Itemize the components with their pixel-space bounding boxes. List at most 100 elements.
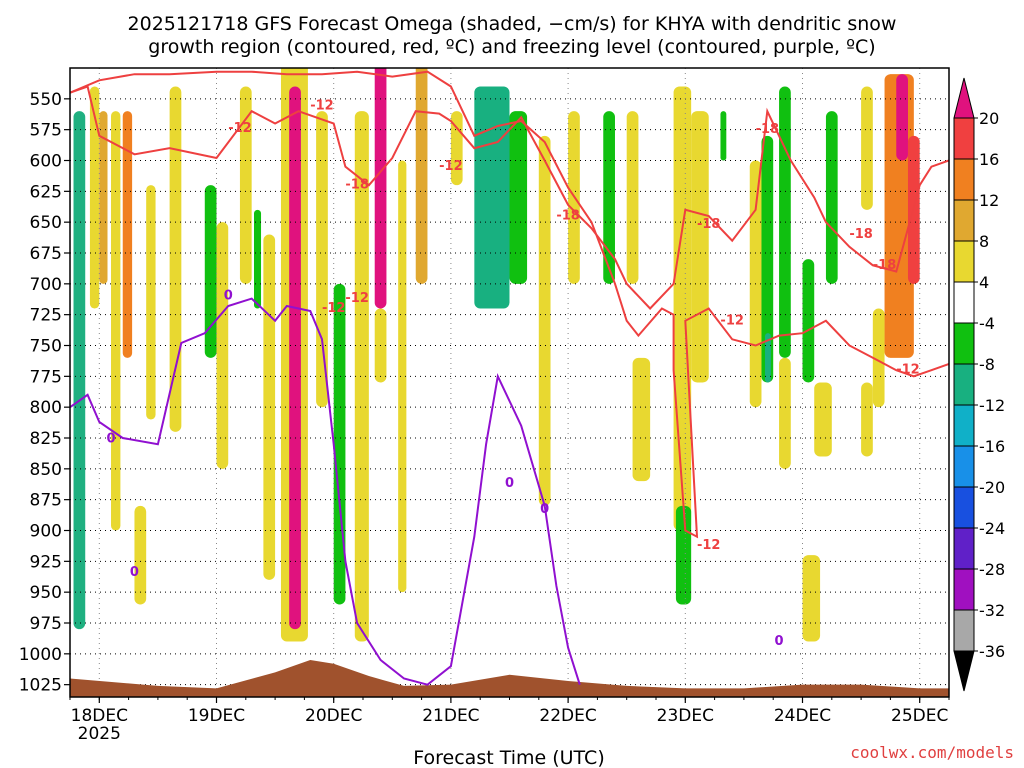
x-tick-label: 25DEC bbox=[891, 706, 948, 726]
colorbar-segment bbox=[953, 322, 975, 365]
omega-cell bbox=[474, 86, 510, 309]
y-tick-label: 1000 bbox=[19, 645, 62, 665]
omega-cell bbox=[374, 68, 387, 309]
colorbar-segment bbox=[953, 281, 975, 324]
omega-cell bbox=[802, 555, 821, 642]
omega-cell bbox=[825, 111, 838, 284]
y-tick-label: 825 bbox=[30, 429, 62, 449]
colorbar-segment bbox=[953, 158, 975, 201]
terrain-fill bbox=[70, 660, 949, 697]
omega-cell bbox=[691, 111, 709, 383]
contour-label-red: -18 bbox=[756, 122, 780, 137]
x-tick-label: 23DEC bbox=[657, 706, 714, 726]
omega-cell bbox=[450, 111, 463, 186]
contour-label-purple: 0 bbox=[106, 432, 115, 447]
omega-cell bbox=[398, 160, 407, 593]
contour-minus12 bbox=[70, 70, 949, 539]
colorbar-label: -8 bbox=[979, 355, 995, 374]
colorbar-label: 16 bbox=[979, 150, 999, 169]
y-tick-label: 800 bbox=[30, 398, 62, 418]
x-tick-label: 22DEC bbox=[539, 706, 596, 726]
omega-cell bbox=[802, 259, 815, 383]
omega-cell bbox=[316, 111, 328, 408]
contour-label-purple: 0 bbox=[505, 476, 514, 491]
x-tick-label: 18DEC bbox=[71, 706, 128, 726]
y-tick-label: 700 bbox=[30, 275, 62, 295]
omega-cell bbox=[603, 111, 615, 284]
x-tick-label: 19DEC bbox=[188, 706, 245, 726]
y-tick-label: 575 bbox=[30, 121, 62, 141]
omega-cell bbox=[333, 283, 346, 605]
omega-cell bbox=[626, 111, 639, 284]
colorbar-segment bbox=[953, 199, 975, 242]
omega-cell bbox=[354, 111, 369, 642]
y-tick-label: 875 bbox=[30, 491, 62, 511]
colorbar-top-cap bbox=[953, 77, 975, 119]
colorbar-segment bbox=[953, 404, 975, 447]
omega-cell bbox=[254, 209, 262, 309]
contour-label-red: -12 bbox=[228, 121, 252, 136]
colorbar-segment bbox=[953, 445, 975, 488]
omega-cell bbox=[122, 111, 133, 358]
colorbar-label: -16 bbox=[979, 437, 1005, 456]
colorbar-segment bbox=[953, 568, 975, 611]
omega-cell bbox=[675, 505, 692, 605]
colorbar-label: 8 bbox=[979, 232, 989, 251]
contour-label-red: -12 bbox=[345, 291, 369, 306]
omega-shading bbox=[73, 68, 920, 642]
y-tick-label: 600 bbox=[30, 152, 62, 172]
contour-freezing-0c bbox=[70, 297, 581, 686]
omega-cell bbox=[896, 74, 908, 161]
omega-cell bbox=[146, 185, 156, 420]
y-tick-label: 775 bbox=[30, 367, 62, 387]
omega-cell bbox=[779, 357, 791, 469]
omega-cell bbox=[861, 382, 873, 457]
omega-cell bbox=[632, 357, 651, 482]
y-tick-label: 925 bbox=[30, 552, 62, 572]
contour-label-red: -12 bbox=[720, 313, 744, 328]
omega-cell bbox=[761, 135, 774, 383]
y-tick-label: 550 bbox=[30, 90, 62, 110]
colorbar-bottom-cap bbox=[953, 650, 975, 692]
colorbar-label: -4 bbox=[979, 314, 995, 333]
colorbar-segment bbox=[953, 117, 975, 160]
x-axis-label: Forecast Time (UTC) bbox=[413, 747, 604, 768]
y-tick-label: 975 bbox=[30, 614, 62, 634]
omega-cell bbox=[509, 111, 528, 284]
colorbar-label: 12 bbox=[979, 191, 999, 210]
plot-area: -12-12-12-12-12-12-12-12-18-18-18-18-18-… bbox=[69, 67, 950, 698]
colorbar-segment bbox=[953, 240, 975, 283]
y-axis: 550 575 600 625 650 675 700 725 750 775 800 825 850 8… bbox=[19, 90, 70, 696]
y-tick-label: 675 bbox=[30, 244, 62, 264]
contour-label-red: -18 bbox=[556, 209, 580, 224]
contour-label-purple: 0 bbox=[775, 634, 784, 649]
colorbar-label: -36 bbox=[979, 642, 1005, 661]
omega-cell bbox=[89, 86, 100, 309]
contour-label-red: -18 bbox=[345, 178, 369, 193]
omega-cell bbox=[673, 86, 692, 531]
chart-subtitle: growth region (contoured, red, ºC) and f… bbox=[148, 36, 875, 58]
y-tick-label: 725 bbox=[30, 306, 62, 326]
omega-cell bbox=[538, 135, 551, 506]
colorbar-label: -32 bbox=[979, 601, 1005, 620]
omega-cell bbox=[872, 308, 885, 408]
y-tick-label: 750 bbox=[30, 337, 62, 357]
omega-cell bbox=[861, 86, 873, 210]
omega-cell bbox=[99, 111, 108, 284]
omega-cell bbox=[263, 234, 276, 580]
contour-label-red: -12 bbox=[439, 159, 463, 174]
x-tick-label: 20DEC bbox=[305, 706, 362, 726]
omega-cell bbox=[289, 86, 301, 630]
omega-cell bbox=[73, 111, 86, 630]
omega-cell bbox=[216, 222, 229, 469]
terrain-mask bbox=[70, 660, 949, 697]
y-tick-label: 1025 bbox=[19, 676, 62, 696]
y-tick-label: 650 bbox=[30, 213, 62, 233]
colorbar-label: 20 bbox=[979, 109, 999, 128]
contour-label-red: -12 bbox=[310, 99, 334, 114]
colorbar-label: -24 bbox=[979, 519, 1005, 538]
contour-minus18 bbox=[70, 85, 949, 310]
chart-title: 2025121718 GFS Forecast Omega (shaded, −… bbox=[128, 13, 897, 35]
x-tick-year-label: 2025 bbox=[78, 724, 121, 744]
